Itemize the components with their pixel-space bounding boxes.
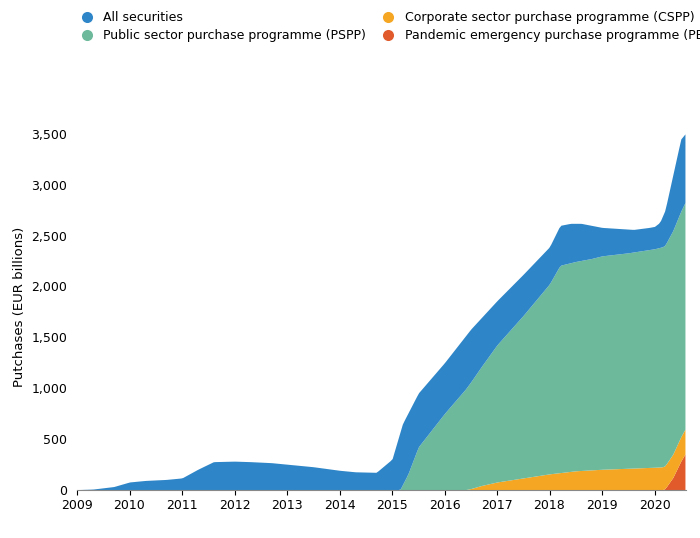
Y-axis label: Putchases (EUR billions): Putchases (EUR billions) (13, 226, 26, 387)
Legend: All securities, Public sector purchase programme (PSPP), Corporate sector purcha: All securities, Public sector purchase p… (69, 6, 700, 47)
